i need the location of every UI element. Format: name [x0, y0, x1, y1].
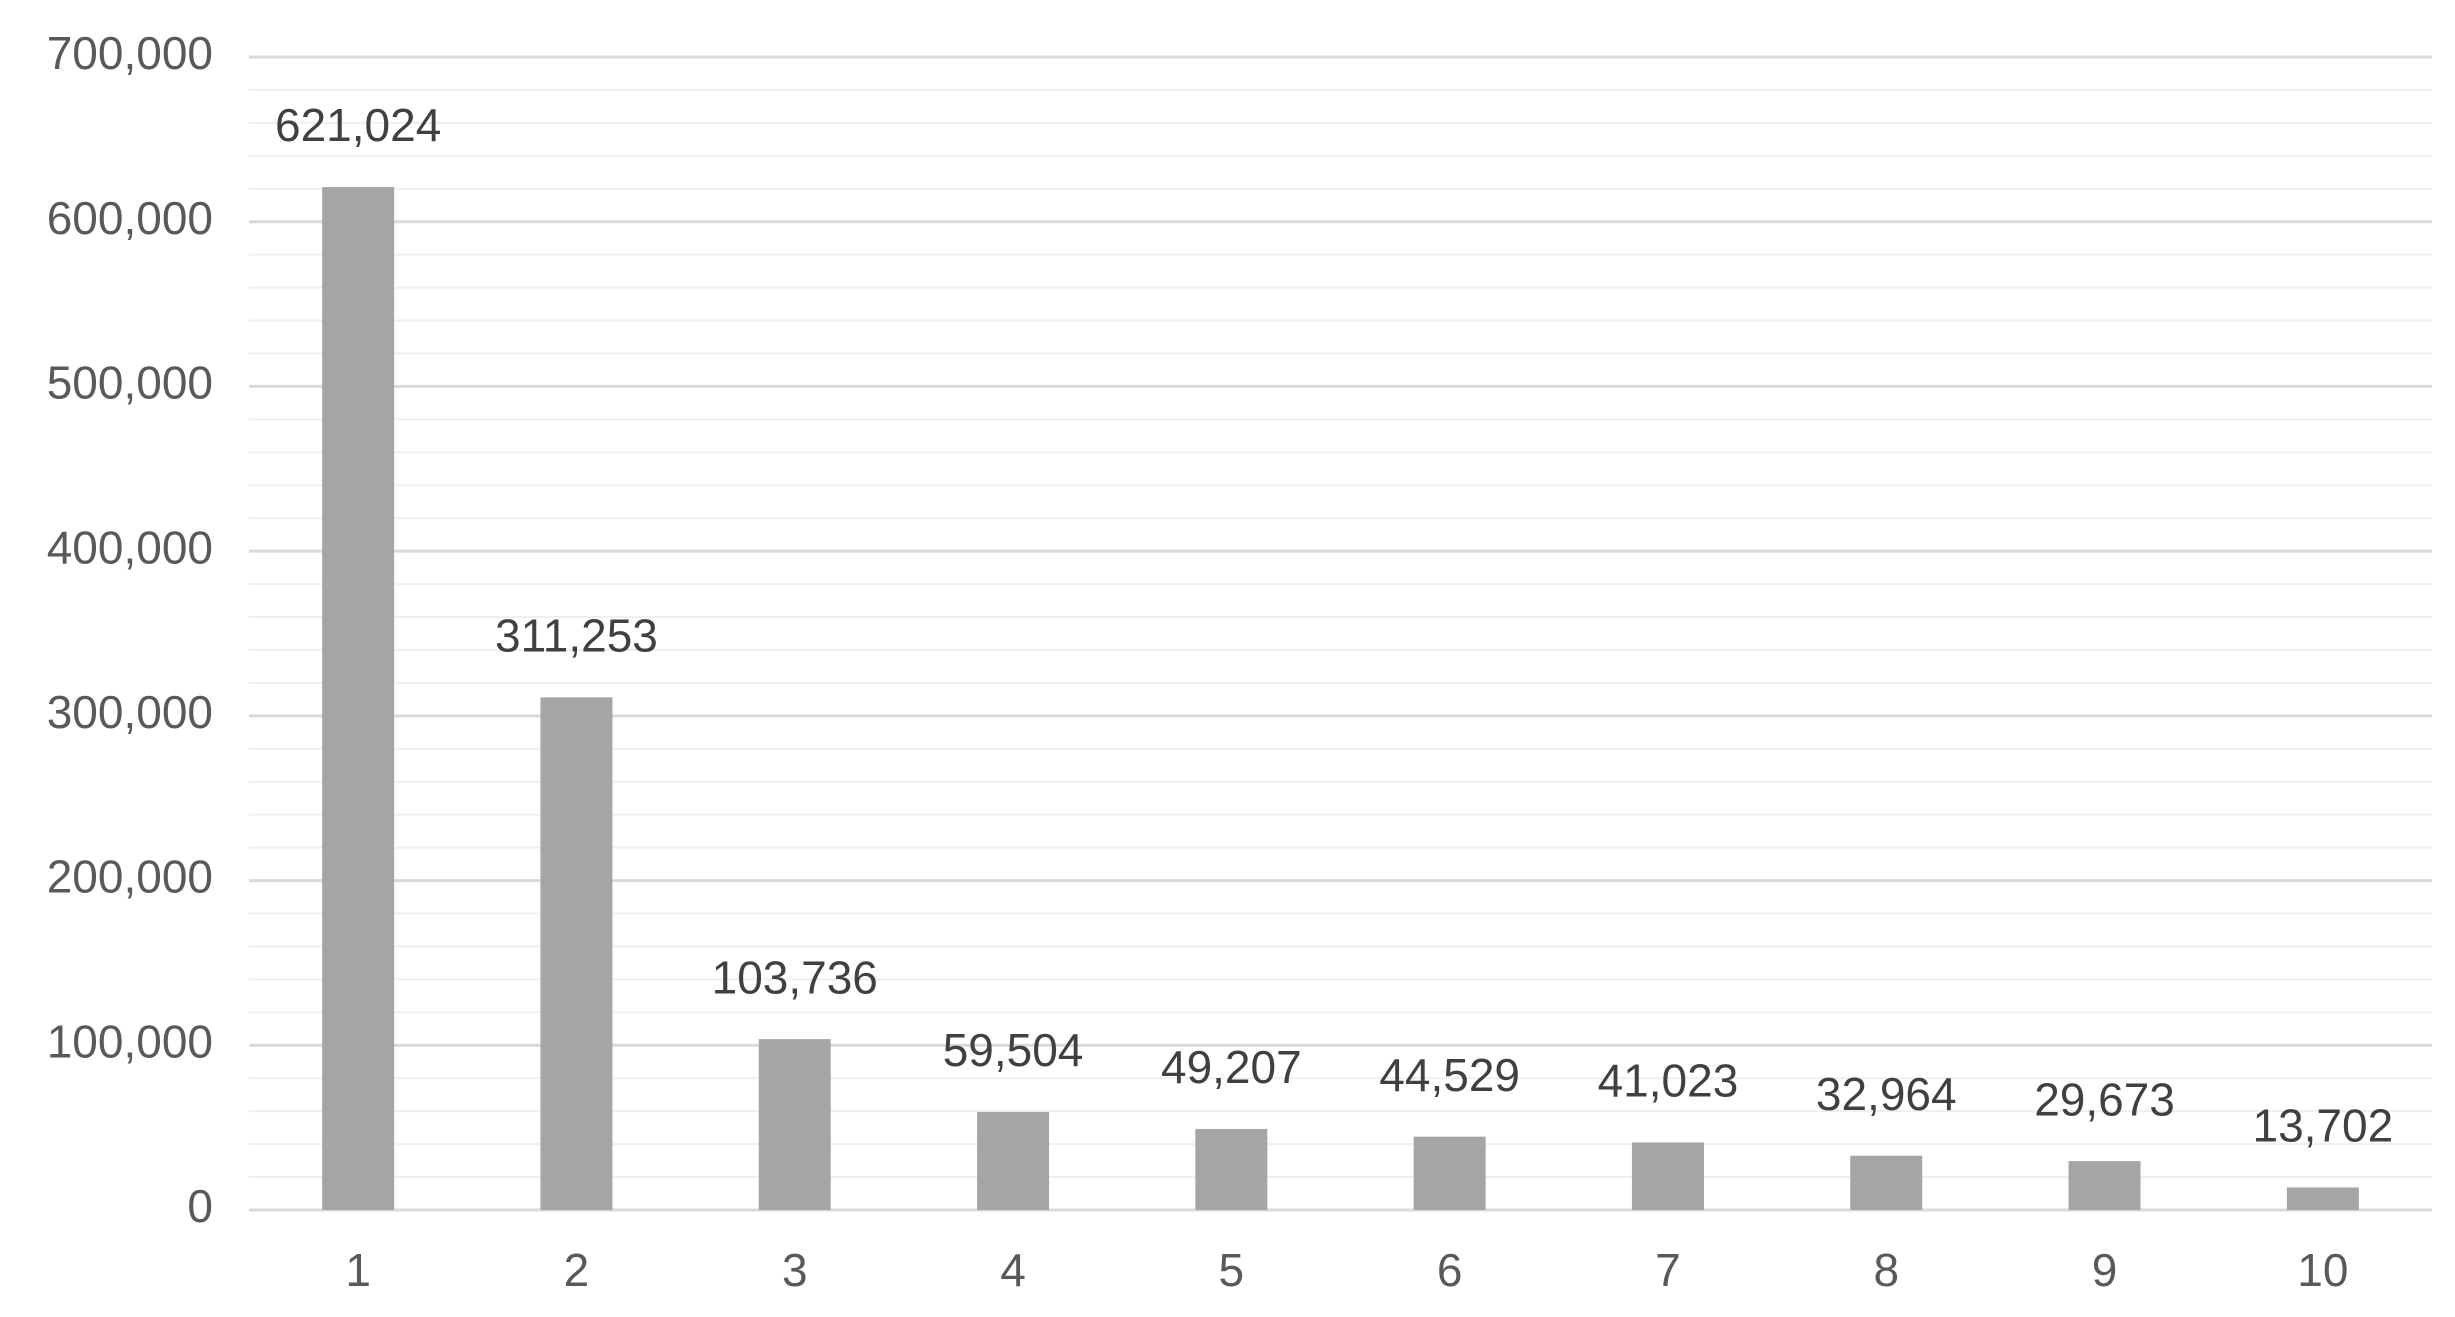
- data-label: 311,253: [495, 609, 658, 661]
- x-tick-label: 6: [1437, 1244, 1463, 1296]
- bar: [540, 697, 613, 1210]
- x-tick-label: 2: [564, 1244, 590, 1296]
- data-label: 29,673: [2034, 1073, 2175, 1125]
- y-tick-label: 400,000: [47, 521, 213, 573]
- data-label: 49,207: [1161, 1041, 1302, 1093]
- y-tick-label: 0: [187, 1180, 213, 1232]
- y-tick-label: 600,000: [47, 192, 213, 244]
- data-label: 13,702: [2252, 1100, 2393, 1152]
- y-tick-label: 200,000: [47, 851, 213, 903]
- bar: [1850, 1155, 1923, 1210]
- x-tick-label: 1: [345, 1244, 371, 1296]
- y-tick-label: 500,000: [47, 357, 213, 409]
- x-tick-label: 7: [1655, 1244, 1681, 1296]
- x-tick-label: 10: [2297, 1244, 2348, 1296]
- x-tick-label: 9: [2092, 1244, 2118, 1296]
- x-tick-label: 5: [1219, 1244, 1245, 1296]
- data-label: 103,736: [712, 951, 878, 1003]
- bar: [322, 187, 395, 1211]
- data-label: 44,529: [1379, 1049, 1520, 1101]
- y-tick-label: 700,000: [47, 27, 213, 79]
- data-label: 621,024: [275, 99, 441, 151]
- x-tick-label: 4: [1000, 1244, 1026, 1296]
- y-tick-label: 100,000: [47, 1015, 213, 1067]
- x-tick-label: 8: [1873, 1244, 1899, 1296]
- data-label: 41,023: [1598, 1055, 1739, 1107]
- bar: [758, 1039, 831, 1210]
- x-tick-label: 3: [782, 1244, 808, 1296]
- data-label: 59,504: [943, 1024, 1084, 1076]
- y-tick-label: 300,000: [47, 686, 213, 738]
- data-label: 32,964: [1816, 1068, 1957, 1120]
- bar: [977, 1111, 1050, 1210]
- bar: [1413, 1136, 1486, 1210]
- bar: [1195, 1128, 1268, 1210]
- bar: [2286, 1187, 2359, 1210]
- bar: [1631, 1142, 1704, 1210]
- bar: [2068, 1161, 2141, 1210]
